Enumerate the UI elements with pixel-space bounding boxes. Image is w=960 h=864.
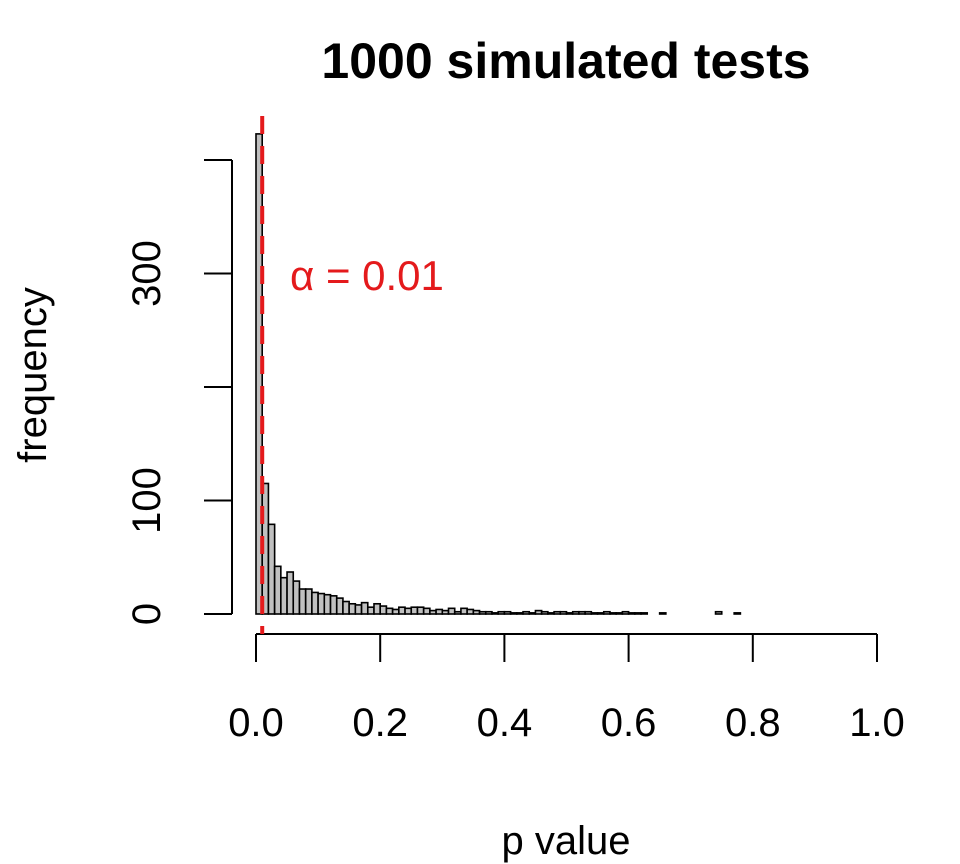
histogram-bar <box>571 610 580 615</box>
histogram-bar <box>441 609 450 615</box>
histogram-bar <box>460 607 468 615</box>
histogram-bar <box>509 612 518 615</box>
histogram-bar <box>366 606 375 615</box>
histogram-bar <box>640 612 649 615</box>
x-axis-ticks: 0.0 0.2 0.4 0.6 0.8 1.0 <box>228 634 905 745</box>
histogram-bar <box>298 588 307 615</box>
histogram-bar <box>373 602 381 615</box>
histogram-bar <box>733 612 742 615</box>
histogram-bar <box>565 612 574 615</box>
histogram-bar <box>547 612 555 615</box>
histogram-bar <box>590 612 599 615</box>
histogram-bar <box>280 576 288 615</box>
histogram-bar <box>435 608 444 615</box>
histogram-bar <box>360 601 369 615</box>
histogram-bars <box>255 133 742 615</box>
histogram-bar <box>466 608 475 615</box>
histogram-bar <box>627 612 636 615</box>
y-tick-label: 0 <box>125 603 169 625</box>
histogram-bar <box>453 610 462 615</box>
chart-title: 1000 simulated tests <box>321 33 810 89</box>
histogram-bar <box>335 597 344 615</box>
histogram-bar <box>484 610 493 615</box>
histogram-bar <box>578 610 586 615</box>
histogram-bar <box>478 610 487 615</box>
histogram-bar <box>621 610 630 615</box>
y-axis-ticks: 0 100 300 <box>125 159 232 625</box>
histogram-bar <box>447 607 456 615</box>
histogram-bar <box>342 600 350 615</box>
histogram-bar <box>267 523 276 615</box>
histogram-bar <box>503 610 512 615</box>
histogram-bar <box>634 612 642 615</box>
histogram-bar <box>658 612 667 615</box>
histogram-bar <box>292 580 301 615</box>
histogram-bar <box>348 602 357 615</box>
x-tick-label: 0.6 <box>601 701 657 745</box>
histogram-bar <box>497 610 506 615</box>
histogram-bar <box>522 610 531 615</box>
histogram-bar <box>714 610 723 615</box>
histogram-bar <box>304 588 313 615</box>
histogram-bar <box>311 591 319 615</box>
x-tick-label: 0.4 <box>477 701 533 745</box>
x-axis-label: p value <box>502 819 631 863</box>
x-tick-label: 1.0 <box>849 701 905 745</box>
histogram-bar <box>472 609 481 615</box>
y-axis-label: frequency <box>11 287 55 463</box>
histogram-bar <box>422 607 431 615</box>
histogram-bar <box>609 612 617 615</box>
histogram-bar <box>596 612 605 615</box>
y-tick-label: 300 <box>125 240 169 307</box>
histogram-bar <box>516 612 524 615</box>
histogram-bar <box>534 609 543 615</box>
histogram-bar <box>559 610 568 615</box>
histogram-bar <box>379 605 388 615</box>
histogram-bar <box>602 610 611 615</box>
histogram-bar <box>323 593 332 615</box>
histogram-bar <box>584 610 593 615</box>
y-tick-label: 100 <box>125 467 169 534</box>
x-tick-label: 0.2 <box>352 701 408 745</box>
histogram-bar <box>416 606 425 615</box>
x-tick-label: 0.8 <box>725 701 781 745</box>
histogram-bar <box>354 604 363 615</box>
histogram-bar <box>391 608 400 615</box>
histogram-bar <box>429 609 437 615</box>
histogram-bar <box>317 592 326 615</box>
histogram-bar <box>615 612 624 615</box>
histogram-bar <box>404 607 413 615</box>
histogram-bar <box>410 606 419 615</box>
histogram-bar <box>540 610 549 615</box>
histogram-bar <box>385 607 394 615</box>
x-tick-label: 0.0 <box>228 701 284 745</box>
alpha-annotation: α = 0.01 <box>290 252 444 299</box>
histogram-bar <box>286 571 295 615</box>
histogram-bar <box>329 595 338 615</box>
histogram-bar <box>553 610 562 615</box>
histogram-bar <box>398 606 406 615</box>
histogram-bar <box>528 612 537 615</box>
histogram-bar <box>491 612 499 615</box>
histogram-bar <box>273 565 282 615</box>
